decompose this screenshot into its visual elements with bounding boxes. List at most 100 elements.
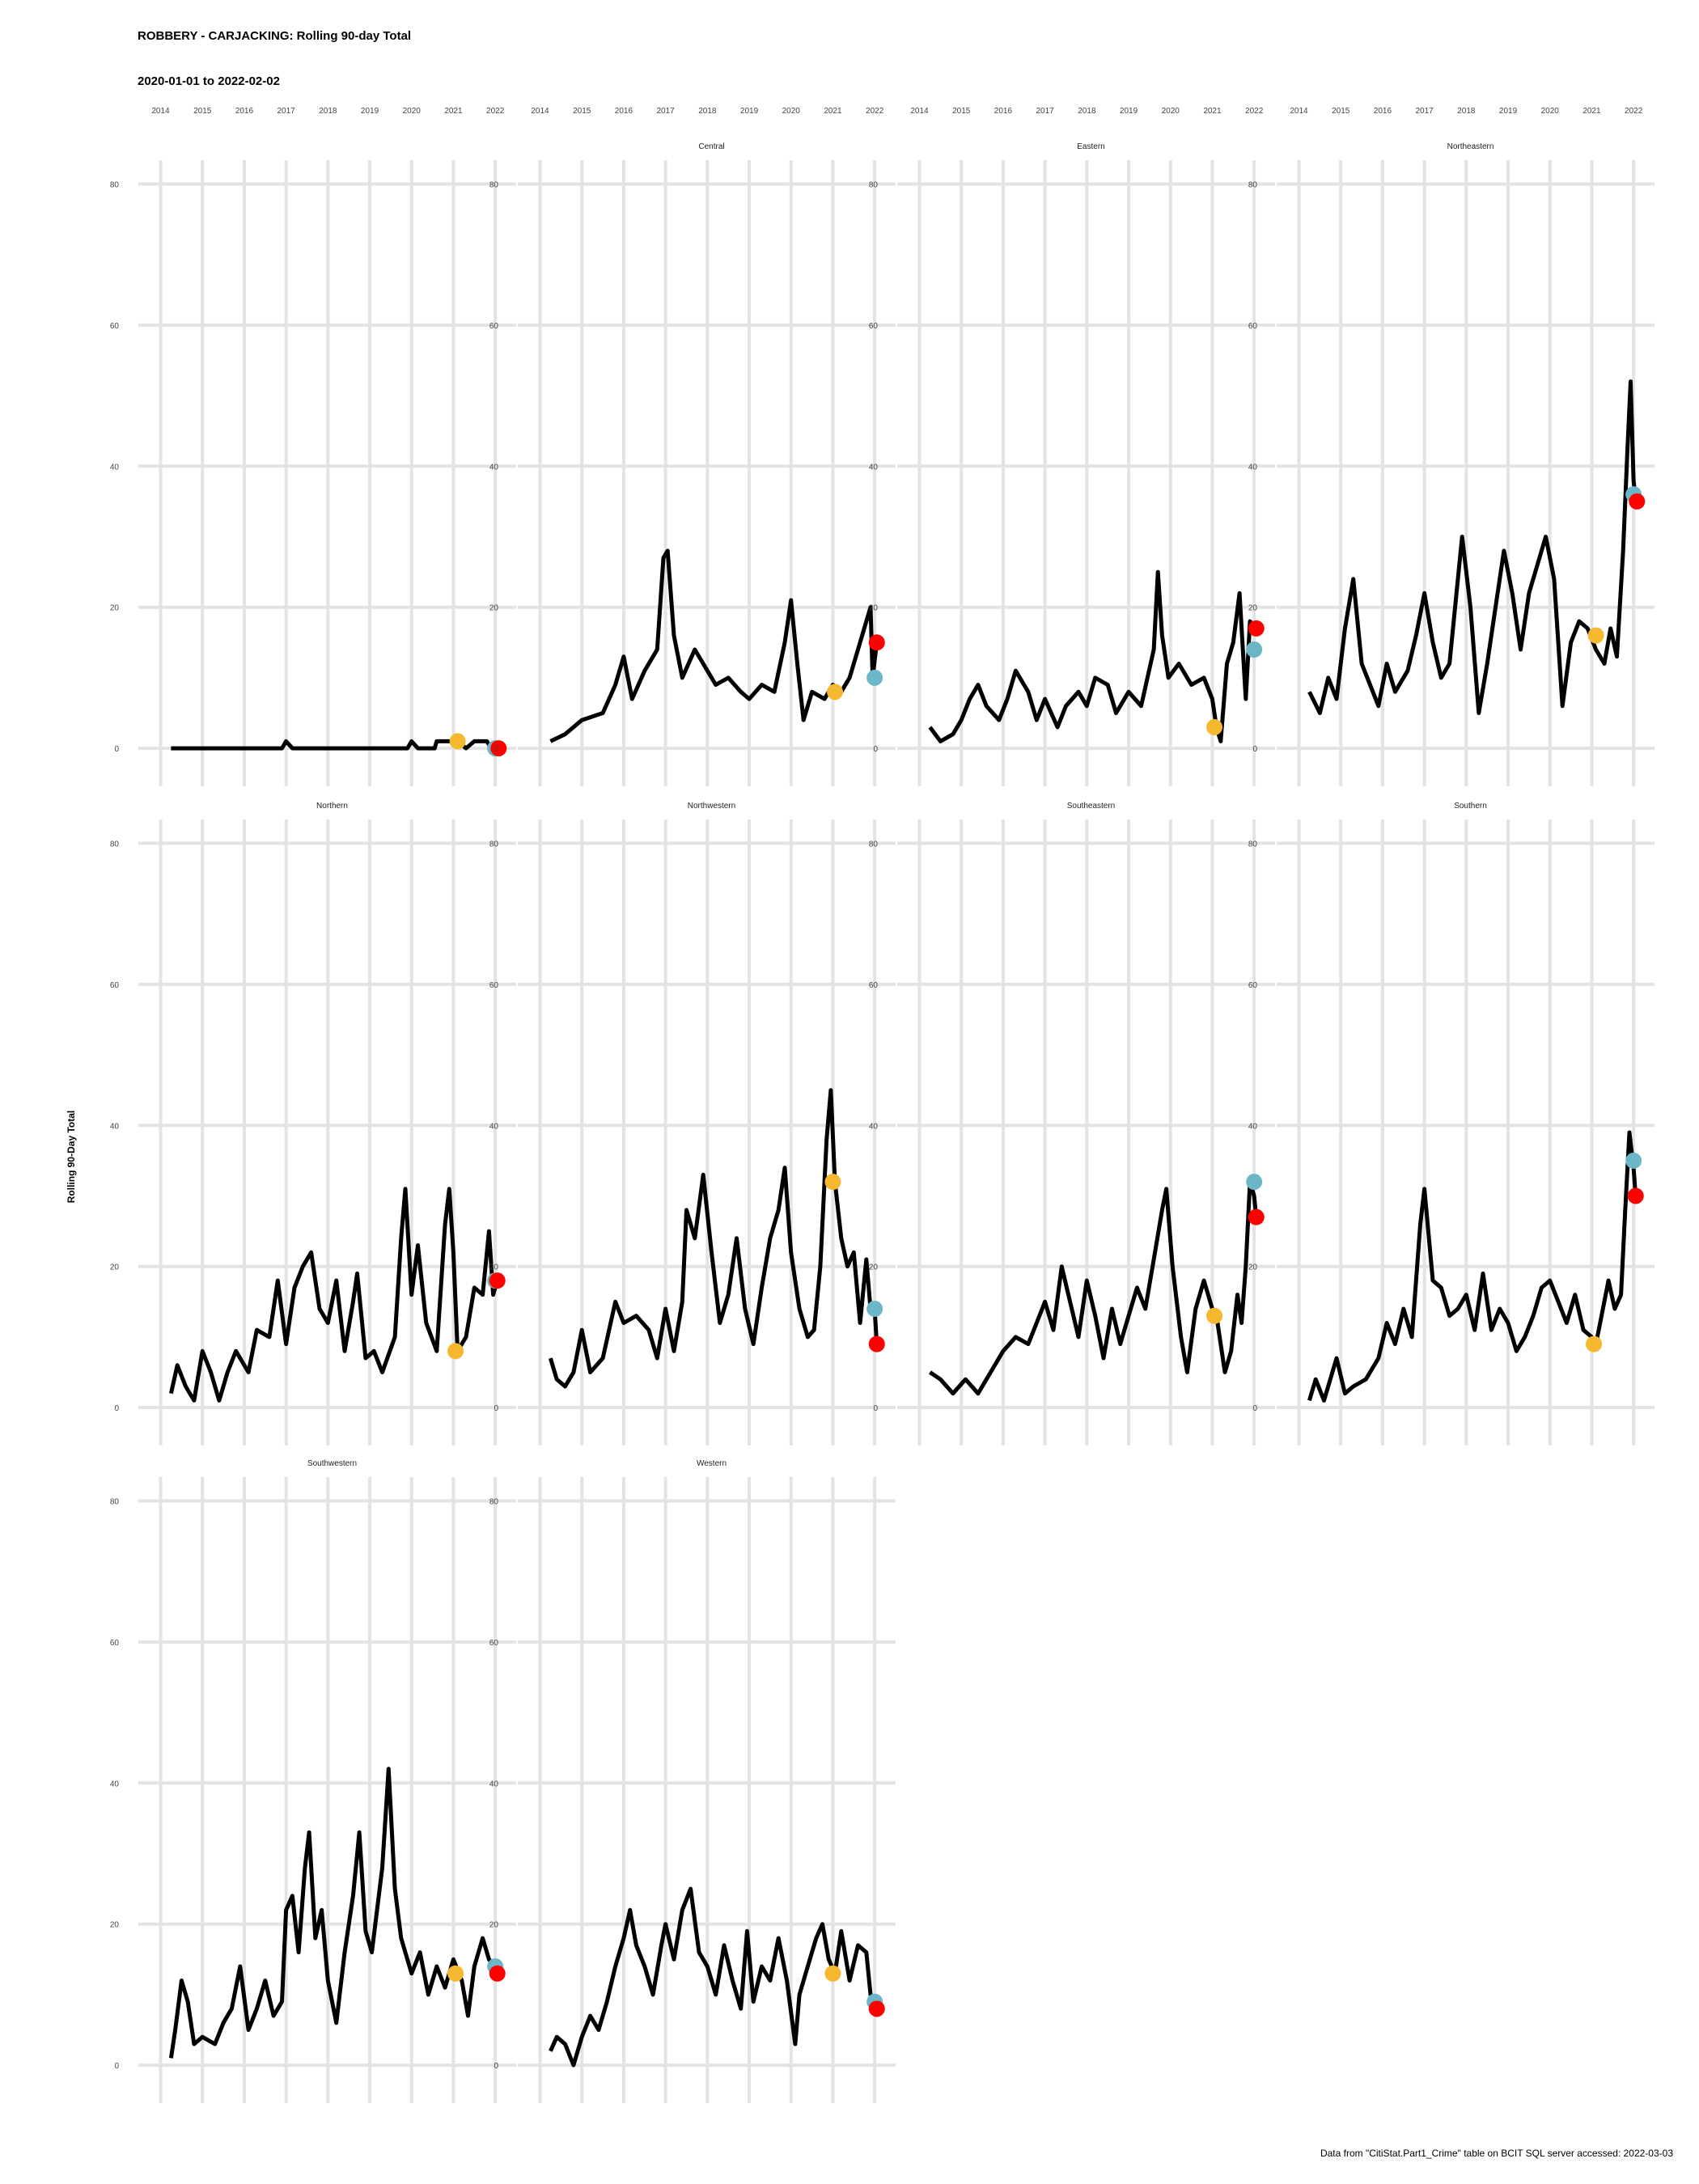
facet-label: Western xyxy=(697,1459,727,1468)
y-tick-label: 40 xyxy=(489,1122,499,1131)
marker-start xyxy=(1587,627,1604,644)
facet-panel: 0 20 40 60 80 xyxy=(110,160,516,786)
y-tick-label: 80 xyxy=(869,840,879,849)
x-tick-label: 2018 xyxy=(1078,107,1096,116)
x-tick-label: 2014 xyxy=(531,107,549,116)
marker-end xyxy=(490,740,507,757)
y-tick-label: 0 xyxy=(873,745,878,754)
marker-start xyxy=(447,1965,464,1982)
x-tick-label: 2017 xyxy=(278,107,296,116)
x-tick-label: 2018 xyxy=(1457,107,1476,116)
x-tick-label: 2019 xyxy=(1499,107,1518,116)
x-tick-label: 2020 xyxy=(782,107,801,116)
x-tick-label: 2022 xyxy=(1245,107,1264,116)
x-tick-label: 2017 xyxy=(657,107,676,116)
x-tick-label: 2019 xyxy=(1120,107,1138,116)
facet-panel: Central 0 20 40 60 80 xyxy=(489,142,896,786)
facet-panel: Southeastern 0 20 40 60 80 xyxy=(869,802,1275,1445)
y-tick-label: 40 xyxy=(110,1780,120,1788)
marker-end xyxy=(1627,1187,1644,1204)
facet-panel: Southwestern 0 20 40 60 80 xyxy=(110,1459,516,2103)
facet-label: Northern xyxy=(316,802,348,811)
y-tick-label: 60 xyxy=(1248,322,1258,331)
y-tick-label: 0 xyxy=(114,2062,119,2071)
y-tick-label: 80 xyxy=(110,840,120,849)
facet-panel: Northeastern 0 20 40 60 80 xyxy=(1248,142,1655,786)
x-tick-label: 2019 xyxy=(361,107,379,116)
x-tick-label: 2017 xyxy=(1036,107,1055,116)
facet-label: Northwestern xyxy=(688,802,735,811)
y-tick-label: 60 xyxy=(110,981,120,990)
y-tick-label: 20 xyxy=(489,1921,499,1930)
x-tick-label: 2015 xyxy=(1332,107,1350,116)
y-tick-label: 0 xyxy=(494,1404,498,1413)
x-tick-label: 2021 xyxy=(1582,107,1601,116)
y-tick-label: 40 xyxy=(489,463,499,472)
marker-end xyxy=(868,1335,885,1352)
x-tick-label: 2015 xyxy=(573,107,591,116)
y-tick-label: 40 xyxy=(110,463,120,472)
y-tick-label: 20 xyxy=(489,604,499,613)
marker-start xyxy=(824,1174,841,1191)
marker-start xyxy=(1586,1335,1603,1352)
marker-mid xyxy=(866,1301,883,1318)
y-tick-label: 0 xyxy=(1252,745,1257,754)
y-tick-label: 60 xyxy=(110,322,120,331)
y-tick-label: 40 xyxy=(110,1122,120,1131)
facet-label: Southwestern xyxy=(307,1459,357,1468)
facet-label: Central xyxy=(698,142,724,151)
x-tick-label: 2016 xyxy=(994,107,1013,116)
marker-start xyxy=(449,733,466,750)
x-tick-label: 2022 xyxy=(486,107,505,116)
marker-mid xyxy=(1625,1152,1642,1169)
y-tick-label: 20 xyxy=(869,1263,879,1272)
marker-mid xyxy=(866,669,883,686)
y-tick-label: 60 xyxy=(489,981,499,990)
y-tick-label: 0 xyxy=(494,2062,498,2071)
series-line xyxy=(1307,1130,1638,1403)
y-tick-label: 20 xyxy=(489,1263,499,1272)
x-tick-label: 2020 xyxy=(1541,107,1560,116)
y-tick-label: 80 xyxy=(489,1497,499,1506)
y-tick-label: 20 xyxy=(1248,1263,1258,1272)
marker-mid xyxy=(1246,641,1263,658)
series-line xyxy=(1307,379,1638,715)
y-tick-label: 0 xyxy=(494,745,498,754)
series-line xyxy=(928,569,1258,743)
y-tick-label: 0 xyxy=(1252,1404,1257,1413)
y-tick-label: 60 xyxy=(110,1639,120,1648)
y-tick-label: 60 xyxy=(869,981,879,990)
x-tick-label: 2015 xyxy=(193,107,212,116)
y-tick-label: 80 xyxy=(489,840,499,849)
y-tick-label: 20 xyxy=(1248,604,1258,613)
chart-subtitle: 2020-01-01 to 2022-02-02 xyxy=(138,74,280,88)
marker-end xyxy=(868,634,885,651)
facet-panel: Northern 0 20 40 60 80 xyxy=(110,802,516,1445)
marker-start xyxy=(447,1343,464,1360)
y-tick-label: 60 xyxy=(869,322,879,331)
facet-label: Eastern xyxy=(1077,142,1104,151)
series-line xyxy=(168,1187,500,1403)
series-line xyxy=(171,739,500,751)
marker-end xyxy=(489,1965,506,1982)
y-tick-label: 40 xyxy=(869,463,879,472)
series-line xyxy=(168,1767,500,2059)
x-tick-label: 2017 xyxy=(1416,107,1434,116)
y-tick-label: 60 xyxy=(489,322,499,331)
facet-label: Northeastern xyxy=(1447,142,1494,151)
marker-start xyxy=(827,684,844,700)
x-tick-label: 2019 xyxy=(740,107,759,116)
marker-end xyxy=(868,2000,885,2017)
marker-end xyxy=(1629,493,1646,510)
y-tick-label: 0 xyxy=(114,1404,119,1413)
y-tick-label: 20 xyxy=(110,1263,120,1272)
y-tick-label: 80 xyxy=(489,180,499,189)
y-tick-label: 80 xyxy=(1248,180,1258,189)
x-tick-label: 2015 xyxy=(952,107,971,116)
x-tick-label: 2014 xyxy=(151,107,170,116)
y-tick-label: 20 xyxy=(869,604,879,613)
chart-title: ROBBERY - CARJACKING: Rolling 90-day Tot… xyxy=(138,29,412,43)
y-tick-label: 60 xyxy=(1248,981,1258,990)
x-tick-label: 2021 xyxy=(444,107,463,116)
